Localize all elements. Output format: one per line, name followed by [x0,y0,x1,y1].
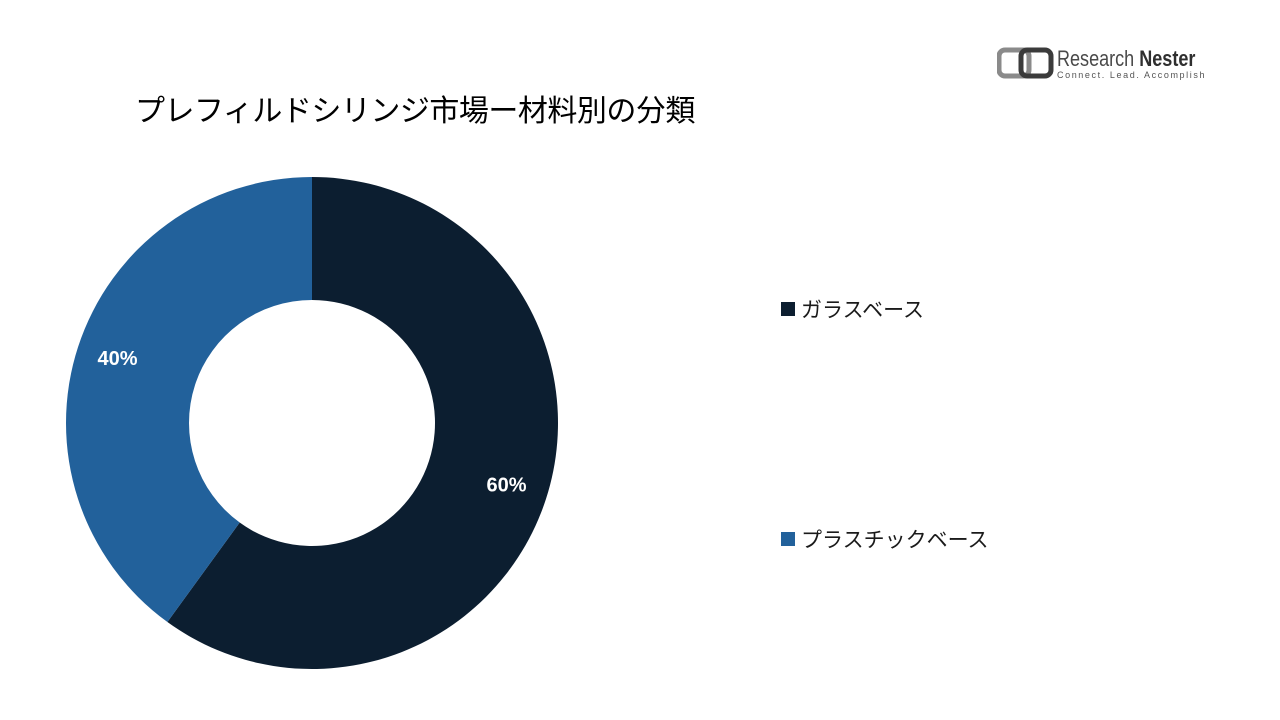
logo-mark-icon [997,47,1054,79]
donut-slice-plastic [66,177,312,623]
legend-item-glass: ガラスベース [781,294,924,324]
donut-slice-glass [167,177,559,669]
research-nester-logo: Research Nester Connect. Lead. Accomplis… [997,46,1217,86]
logo-tagline: Connect. Lead. Accomplish [1057,70,1207,80]
legend-label-plastic: プラスチックベース [801,528,989,552]
data-label-plastic: 40% [97,348,137,370]
legend-swatch-plastic [781,532,795,546]
donut-slices [66,177,559,669]
donut-data-labels: 60% 40% [97,348,526,496]
legend-label-glass: ガラスベース [801,298,925,322]
legend-swatch-glass [781,302,795,316]
logo-name: Research Nester [1057,46,1196,71]
legend-item-plastic: プラスチックベース [781,524,989,554]
data-label-glass: 60% [486,474,526,496]
chart-title: プレフィルドシリンジ市場ー材料別の分類 [135,94,695,129]
